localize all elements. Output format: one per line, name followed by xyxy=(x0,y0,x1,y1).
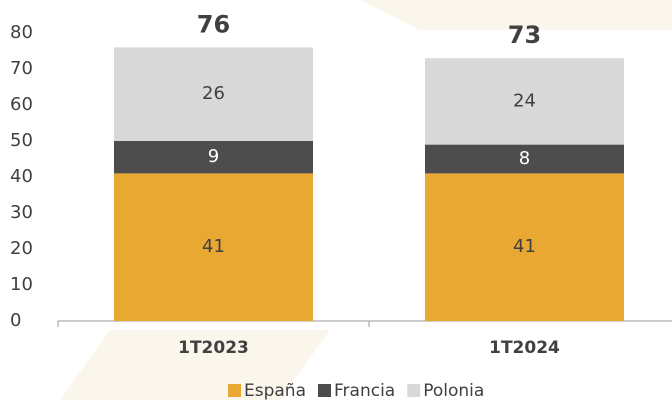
y-tick-label: 0 xyxy=(10,310,21,331)
x-tick-label: 1T2024 xyxy=(489,338,560,358)
data-label: 41 xyxy=(513,236,536,257)
data-label: 9 xyxy=(208,146,219,167)
bar-segment xyxy=(424,144,625,174)
legend-label: España xyxy=(244,381,306,400)
legend-swatch xyxy=(407,384,421,397)
y-tick-label: 70 xyxy=(10,58,33,79)
y-tick-label: 10 xyxy=(10,274,33,295)
bar-segment xyxy=(113,141,314,174)
y-tick-label: 60 xyxy=(10,94,33,115)
y-tick-label: 20 xyxy=(10,238,33,259)
bar-segment xyxy=(113,47,314,141)
data-label: 26 xyxy=(202,83,225,104)
legend-swatch xyxy=(228,384,241,397)
y-tick-label: 50 xyxy=(10,130,33,151)
data-label: 8 xyxy=(519,148,530,169)
total-label: 76 xyxy=(197,10,230,38)
legend-label: Polonia xyxy=(423,381,484,400)
y-tick-label: 40 xyxy=(10,166,33,187)
y-tick-label: 80 xyxy=(10,22,33,43)
bar-segment xyxy=(424,58,625,145)
x-tick-label: 1T2023 xyxy=(178,338,249,358)
y-tick-label: 30 xyxy=(10,202,33,223)
bar-segment xyxy=(424,173,625,321)
data-label: 24 xyxy=(513,90,536,111)
legend-swatch xyxy=(318,384,331,397)
background-shape xyxy=(60,330,330,400)
bar-segment xyxy=(113,173,314,321)
background-shape xyxy=(360,0,672,30)
total-label: 73 xyxy=(508,21,541,49)
legend-label: Francia xyxy=(334,381,395,400)
data-label: 41 xyxy=(202,236,225,257)
